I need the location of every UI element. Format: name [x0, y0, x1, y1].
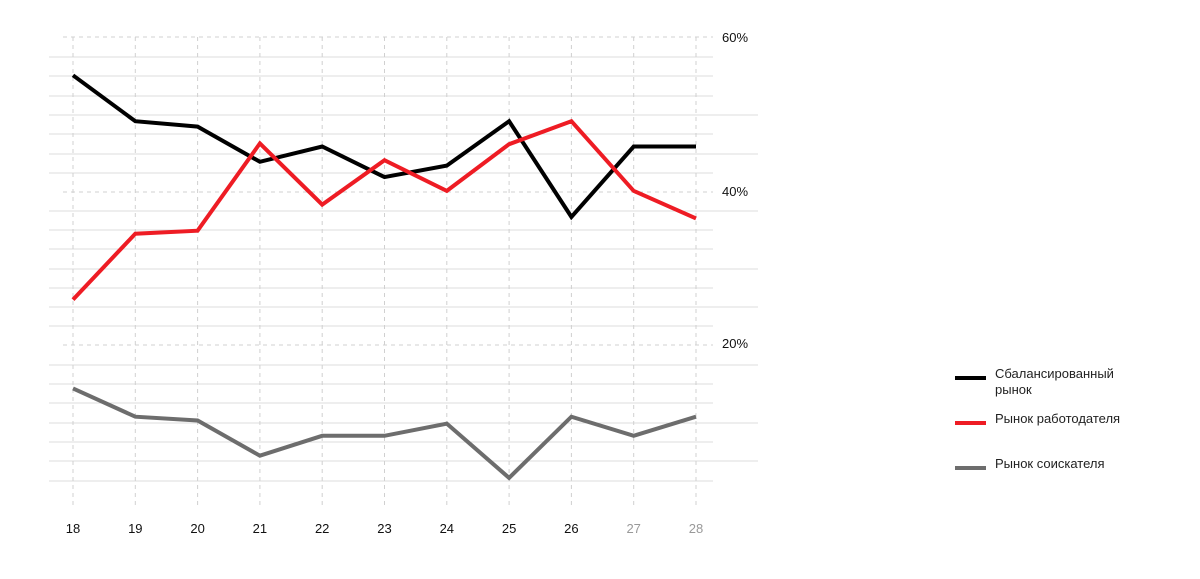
x-tick-label: 24 — [440, 521, 454, 536]
x-tick-label: 28 — [689, 521, 703, 536]
y-tick-label: 40% — [722, 184, 748, 199]
x-tick-label: 21 — [253, 521, 267, 536]
legend-label: Рынок работодателя — [995, 411, 1121, 426]
y-tick-label: 60% — [722, 30, 748, 45]
x-axis-tick-labels: 18 19 20 21 22 23 24 25 26 27 28 — [66, 521, 703, 536]
x-tick-label: 27 — [626, 521, 640, 536]
y-axis-tick-labels: 60% 40% 20% — [722, 30, 748, 351]
x-tick-label: 25 — [502, 521, 516, 536]
chart-legend: Сбалансированный рынок Рынок работодател… — [955, 366, 1155, 501]
x-tick-label: 26 — [564, 521, 578, 536]
y-tick-label: 20% — [722, 336, 748, 351]
legend-item-candidate-market: Рынок соискателя — [955, 456, 1155, 501]
legend-item-balanced-market: Сбалансированный рынок — [955, 366, 1155, 411]
legend-label: Рынок соискателя — [995, 456, 1105, 471]
x-tick-label: 22 — [315, 521, 329, 536]
legend-swatch-balanced-market — [955, 376, 986, 380]
legend-swatch-employer-market — [955, 421, 986, 425]
x-tick-label: 19 — [128, 521, 142, 536]
x-gridlines — [72, 37, 697, 507]
chart-series — [71, 73, 697, 481]
x-tick-label: 20 — [190, 521, 204, 536]
legend-item-employer-market: Рынок работодателя — [955, 411, 1155, 456]
chart-grid — [49, 36, 758, 482]
x-tick-label: 18 — [66, 521, 80, 536]
legend-swatch-candidate-market — [955, 466, 986, 470]
x-tick-label: 23 — [377, 521, 391, 536]
legend-label: Сбалансированный рынок — [995, 366, 1114, 397]
